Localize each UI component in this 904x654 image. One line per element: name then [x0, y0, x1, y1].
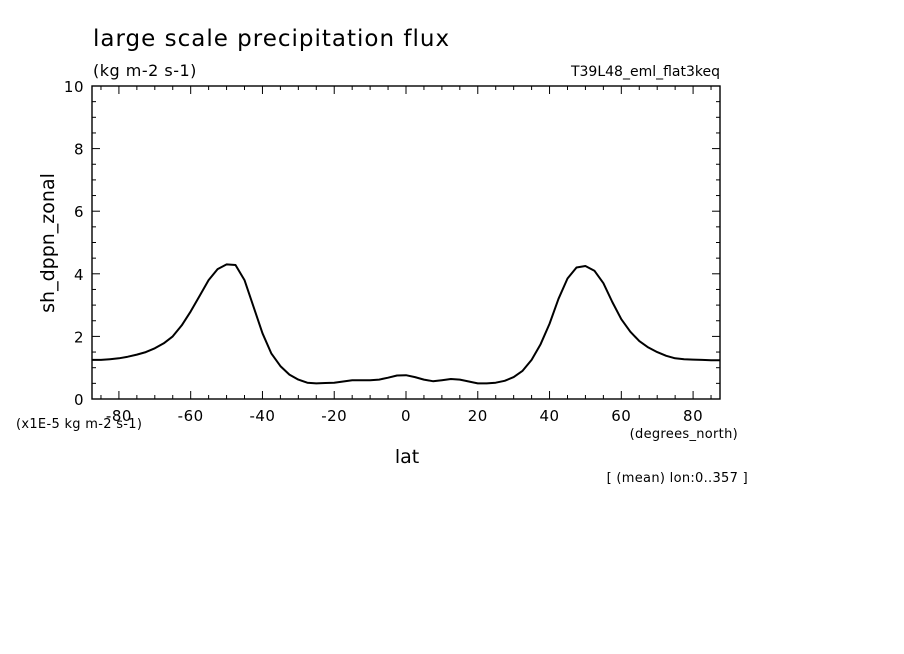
x-tick-label: -60 [178, 407, 204, 425]
x-tick-label: -80 [106, 407, 132, 425]
tick-marks [92, 85, 720, 400]
footnote: [ (mean) lon:0..357 ] [607, 471, 748, 486]
chart-units: (kg m-2 s-1) [93, 61, 197, 80]
y-tick-label: 2 [74, 328, 84, 346]
x-axis-label: lat [395, 446, 419, 468]
plot-frame [91, 85, 721, 400]
x-units-label: (degrees_north) [630, 427, 738, 442]
y-tick-label: 4 [74, 266, 84, 284]
scale-note: (x1E-5 kg m-2 s-1) [16, 417, 142, 432]
x-tick-label: 60 [611, 407, 631, 425]
y-tick-label: 0 [74, 391, 84, 409]
x-tick-label: 0 [401, 407, 411, 425]
x-tick-label: -40 [249, 407, 275, 425]
x-tick-label: 20 [468, 407, 488, 425]
x-tick-labels: -80 -60 -40 -20 0 20 40 60 80 [106, 407, 703, 425]
y-tick-label: 8 [74, 141, 84, 159]
x-tick-label: 40 [539, 407, 559, 425]
y-tick-labels: 0 2 4 6 8 10 [64, 78, 84, 409]
x-tick-label: -20 [321, 407, 347, 425]
y-tick-label: 10 [64, 78, 84, 96]
x-tick-label: 80 [683, 407, 703, 425]
series-line [92, 263, 720, 385]
y-axis-label: sh_dppn_zonal [37, 173, 59, 313]
chart-title: large scale precipitation flux [93, 26, 450, 52]
y-tick-label: 6 [74, 203, 84, 221]
run-label: T39L48_eml_flat3keq [570, 64, 720, 80]
